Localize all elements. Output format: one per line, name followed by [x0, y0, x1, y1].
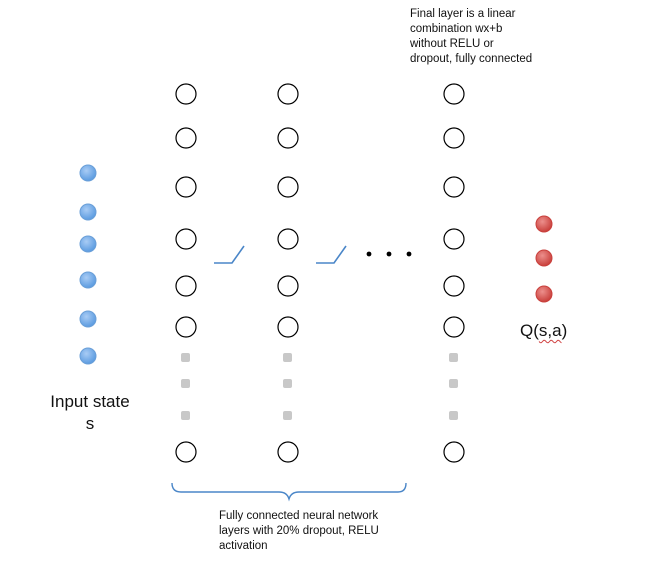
dropped-nodes-2	[283, 353, 292, 420]
q-value-label: Q(s,a)	[520, 320, 567, 342]
layers-brace	[171, 482, 407, 502]
final-layer-note-line: without RELU or	[410, 38, 494, 50]
dropped-node	[181, 353, 190, 362]
dropped-nodes-3	[449, 353, 458, 420]
q-label-prefix: Q(	[520, 321, 539, 340]
hidden-layers-note-line: layers with 20% dropout, RELU	[219, 525, 379, 537]
hidden-node	[175, 316, 197, 338]
input-node	[79, 164, 97, 182]
hidden-node	[443, 275, 465, 297]
hidden-node	[277, 176, 299, 198]
hidden-node	[277, 316, 299, 338]
hidden-node	[443, 83, 465, 105]
hidden-layer-1	[175, 83, 197, 463]
hidden-node	[277, 83, 299, 105]
dropped-nodes-1	[181, 353, 190, 420]
dropped-node	[283, 353, 292, 362]
input-state-symbol: s	[85, 414, 95, 433]
input-layer	[79, 164, 97, 365]
input-node	[79, 235, 97, 253]
hidden-node	[443, 441, 465, 463]
hidden-node	[277, 228, 299, 250]
dropped-node	[283, 411, 292, 420]
dropped-node	[449, 411, 458, 420]
final-layer-note-line: combination wx+b	[410, 23, 503, 35]
hidden-node	[175, 176, 197, 198]
input-node	[79, 203, 97, 221]
final-layer-note-line: Final layer is a linear	[410, 8, 516, 20]
final-layer-note-line: dropout, fully connected	[410, 53, 533, 65]
dropped-node	[283, 379, 292, 388]
hidden-node	[175, 275, 197, 297]
hidden-node	[277, 127, 299, 149]
q-label-args: s,a	[538, 321, 562, 340]
relu-icon	[316, 245, 347, 264]
dropped-node	[181, 411, 190, 420]
hidden-node	[175, 228, 197, 250]
output-layer	[535, 215, 553, 303]
more-layers-ellipsis	[366, 251, 412, 257]
output-node	[535, 215, 553, 233]
q-label-suffix: )	[561, 321, 568, 340]
hidden-node	[443, 316, 465, 338]
hidden-node	[175, 83, 197, 105]
hidden-node	[277, 441, 299, 463]
output-node	[535, 249, 553, 267]
hidden-layers-note-line: activation	[219, 540, 268, 552]
output-node	[535, 285, 553, 303]
hidden-layers-note-line: Fully connected neural network	[219, 510, 379, 522]
dropped-node	[449, 353, 458, 362]
dropped-node	[181, 379, 190, 388]
input-node	[79, 347, 97, 365]
hidden-node	[175, 441, 197, 463]
input-state-title: Input state	[50, 392, 130, 411]
relu-icon	[214, 245, 245, 264]
input-node	[79, 271, 97, 289]
hidden-layers-note: Fully connected neural network layers wi…	[219, 509, 409, 554]
hidden-node	[277, 275, 299, 297]
hidden-layer-2	[277, 83, 299, 463]
input-node	[79, 310, 97, 328]
input-state-label: Input state s	[40, 391, 140, 435]
hidden-node	[175, 127, 197, 149]
hidden-node	[443, 176, 465, 198]
dropped-node	[449, 379, 458, 388]
hidden-node	[443, 228, 465, 250]
final-layer	[443, 83, 465, 463]
hidden-node	[443, 127, 465, 149]
final-layer-note: Final layer is a linear combination wx+b…	[410, 7, 580, 67]
